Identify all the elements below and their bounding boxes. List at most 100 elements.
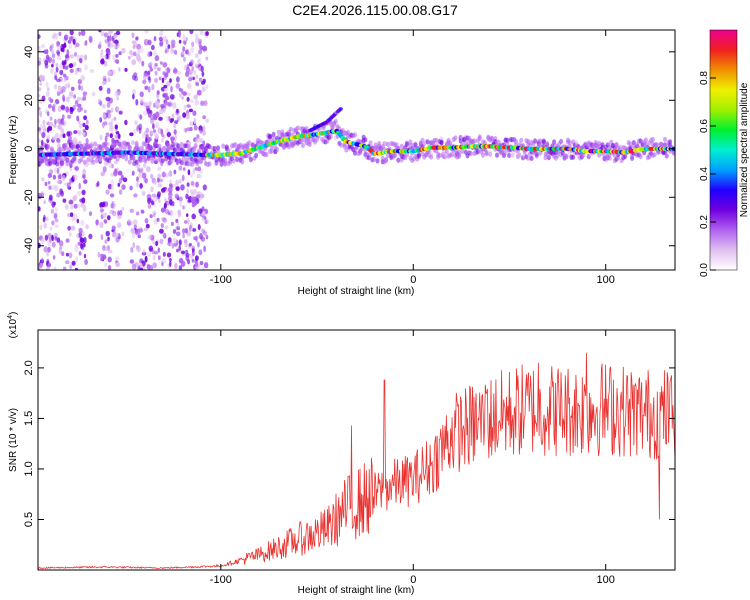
noise-blob — [133, 224, 137, 229]
colorbar-tick-label: 0.8 — [699, 71, 710, 85]
noise-blob — [110, 172, 114, 177]
noise-blob — [117, 210, 120, 216]
noise-blob — [83, 253, 87, 259]
noise-blob — [47, 173, 53, 178]
noise-blob — [97, 44, 102, 49]
noise-blob — [143, 110, 148, 116]
noise-blob — [70, 203, 74, 210]
noise-blob — [105, 189, 110, 195]
trace-halo — [60, 161, 65, 167]
noise-blob — [157, 255, 161, 260]
noise-blob — [178, 257, 184, 264]
colorbar-tick-label: 0.6 — [699, 119, 710, 133]
noise-blob — [80, 75, 86, 81]
noise-blob — [196, 191, 202, 196]
noise-blob — [64, 83, 68, 89]
noise-blob — [178, 165, 183, 171]
noise-blob — [68, 90, 74, 97]
noise-blob — [135, 229, 138, 236]
noise-blob — [166, 131, 171, 138]
trace-halo — [221, 143, 226, 149]
noise-blob — [62, 96, 66, 102]
noise-blob — [73, 94, 76, 99]
noise-blob — [154, 133, 159, 140]
noise-blob — [198, 249, 203, 256]
noise-blob — [182, 34, 186, 41]
noise-blob — [195, 37, 200, 44]
noise-blob — [175, 218, 179, 223]
noise-blob — [48, 103, 52, 109]
trace-halo — [264, 151, 269, 157]
noise-blob — [60, 190, 64, 197]
noise-blob — [99, 117, 103, 123]
noise-blob — [152, 196, 158, 203]
trace-halo — [664, 153, 669, 159]
noise-blob — [38, 119, 41, 123]
trace-halo — [134, 159, 139, 165]
noise-blob — [158, 76, 162, 81]
noise-blob — [143, 71, 147, 77]
noise-blob — [152, 50, 158, 56]
trace-halo — [358, 150, 363, 156]
noise-blob — [86, 119, 89, 125]
noise-blob — [169, 179, 172, 185]
noise-blob — [182, 233, 185, 239]
noise-blob — [38, 60, 42, 66]
trace-halo — [417, 151, 421, 157]
noise-blob — [99, 134, 103, 141]
colorbar-ticks: 0.0 0.2 0.4 0.6 0.8 — [699, 71, 716, 277]
noise-blob — [110, 203, 114, 209]
noise-blob — [177, 211, 182, 218]
noise-blob — [172, 102, 177, 109]
noise-blob — [116, 91, 121, 97]
noise-blob — [154, 77, 158, 84]
noise-blob — [193, 200, 198, 206]
trace-halo — [481, 152, 486, 158]
trace-halo — [394, 142, 399, 148]
trace-halo — [555, 153, 560, 159]
noise-blob — [154, 62, 158, 67]
noise-blob — [171, 113, 175, 119]
noise-blob — [46, 251, 49, 257]
noise-blob — [144, 255, 148, 263]
noise-blob — [79, 67, 82, 73]
noise-blob — [165, 48, 169, 53]
noise-blob — [84, 40, 88, 46]
noise-blob — [84, 124, 89, 131]
trace-halo — [212, 145, 217, 152]
noise-blob — [99, 221, 104, 228]
noise-blob — [39, 81, 43, 86]
trace-halo — [581, 152, 586, 158]
noise-blob — [148, 245, 153, 252]
noise-blob — [59, 133, 63, 139]
snr-x-ticks: -100 0 100 — [210, 330, 615, 586]
noise-blob — [73, 130, 78, 134]
noise-blob — [99, 208, 105, 213]
noise-blob — [132, 88, 136, 95]
x-tick-label: 0 — [410, 574, 416, 586]
noise-blob — [192, 110, 197, 116]
noise-blob — [41, 131, 46, 139]
trace-halo — [623, 153, 628, 159]
noise-blob — [175, 186, 180, 192]
noise-blob — [198, 174, 203, 178]
noise-blob — [78, 31, 81, 37]
noise-blob — [184, 242, 188, 248]
noise-blob — [38, 93, 41, 98]
noise-blob — [111, 54, 117, 60]
trace-halo — [176, 143, 181, 149]
noise-blob — [182, 167, 186, 171]
noise-blob — [69, 232, 72, 237]
noise-blob — [67, 114, 72, 119]
noise-blob — [102, 75, 107, 81]
noise-blob — [157, 247, 160, 253]
snr-y-ticks: 0.5 1.0 1.5 2.0 — [23, 360, 675, 527]
noise-blob — [139, 97, 144, 104]
noise-blob — [152, 262, 157, 269]
noise-blob — [170, 136, 175, 141]
noise-blob — [188, 108, 193, 113]
noise-blob — [187, 169, 191, 176]
noise-blob — [101, 57, 105, 64]
trace-halo — [545, 141, 550, 147]
noise-blob — [201, 71, 205, 77]
